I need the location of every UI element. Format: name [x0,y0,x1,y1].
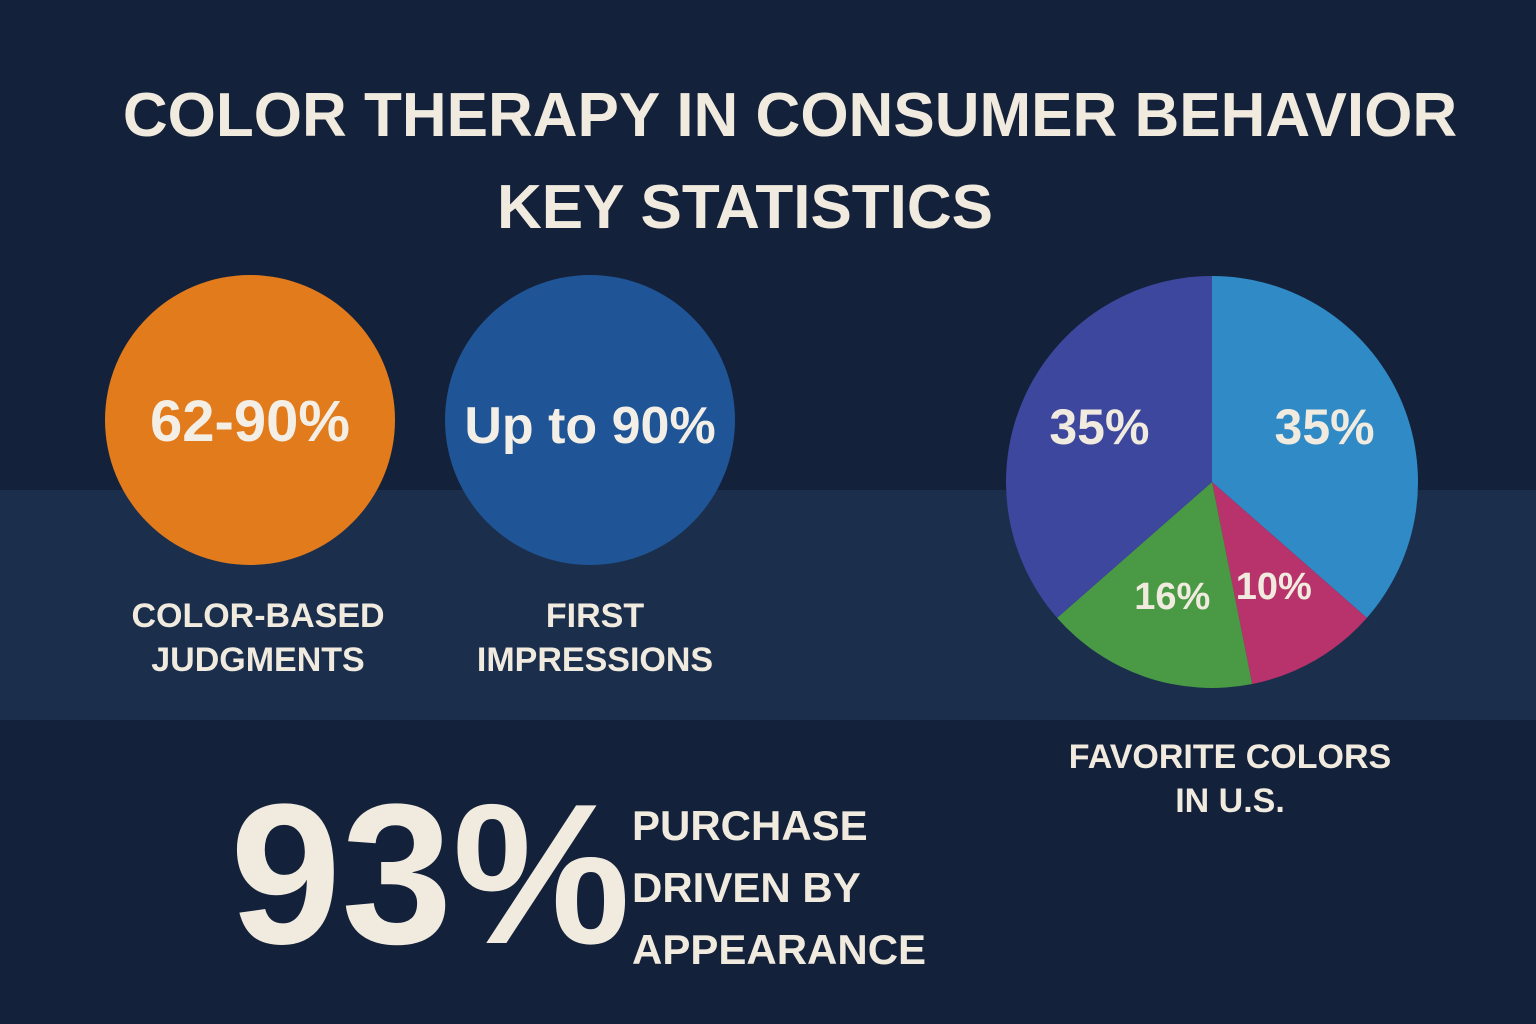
pie-label: 35% [1275,399,1375,455]
stat-value: 62-90% [150,389,350,454]
title: COLOR THERAPY IN CONSUMER BEHAVIOR [122,81,1458,150]
highlight-value: 93% [230,763,631,986]
stat-label: COLOR-BASED JUDGMENTS [131,597,385,679]
pie-slice [1212,482,1367,685]
pie-label: 35% [1049,399,1149,455]
stat-circle [105,275,395,565]
pie-label: 10% [1236,566,1312,608]
pie-slice [1057,482,1253,688]
pie-slice [1005,276,1212,618]
subtitle: KEY STATISTICS [496,173,994,242]
highlight-label: PURCHASE DRIVEN BY APPEARANCE [632,802,927,973]
pie-caption: FAVORITE COLORS IN U.S. [1068,738,1392,820]
stat-circle [445,275,735,565]
stat-label: FIRST IMPRESSIONS [476,597,714,679]
pie-label: 16% [1134,576,1210,618]
pie-slice [1212,276,1419,618]
stat-value: Up to 90% [464,397,716,455]
